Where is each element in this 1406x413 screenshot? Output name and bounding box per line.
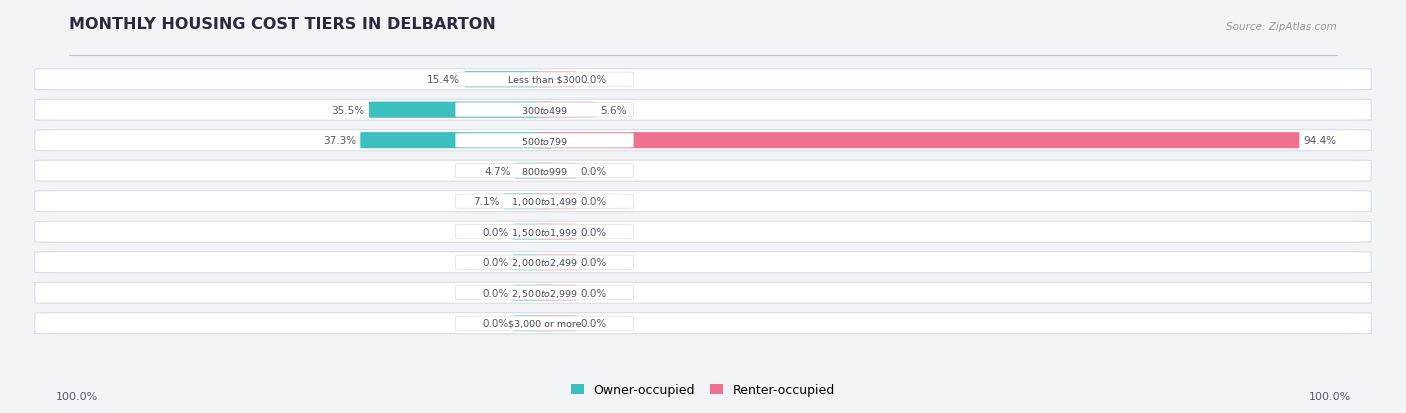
FancyBboxPatch shape [368,102,551,119]
FancyBboxPatch shape [537,254,576,271]
Text: MONTHLY HOUSING COST TIERS IN DELBARTON: MONTHLY HOUSING COST TIERS IN DELBARTON [69,17,496,32]
FancyBboxPatch shape [537,163,576,179]
Text: 0.0%: 0.0% [581,197,606,206]
Text: 37.3%: 37.3% [323,136,356,146]
Text: 7.1%: 7.1% [474,197,499,206]
Text: 0.0%: 0.0% [581,166,606,176]
FancyBboxPatch shape [35,100,1371,121]
FancyBboxPatch shape [513,254,551,271]
Text: 4.7%: 4.7% [485,166,512,176]
Text: Less than $300: Less than $300 [508,76,581,85]
Text: 100.0%: 100.0% [55,391,97,401]
Text: 0.0%: 0.0% [581,75,606,85]
FancyBboxPatch shape [456,256,634,270]
Text: 94.4%: 94.4% [1303,136,1337,146]
FancyBboxPatch shape [513,285,551,301]
Text: 0.0%: 0.0% [581,258,606,268]
Text: 0.0%: 0.0% [581,318,606,328]
FancyBboxPatch shape [503,194,551,210]
Legend: Owner-occupied, Renter-occupied: Owner-occupied, Renter-occupied [571,383,835,396]
FancyBboxPatch shape [513,316,551,332]
Text: 0.0%: 0.0% [482,227,509,237]
FancyBboxPatch shape [35,69,1371,90]
Text: 100.0%: 100.0% [1309,391,1351,401]
Text: $300 to $499: $300 to $499 [522,105,568,116]
FancyBboxPatch shape [537,133,1299,149]
FancyBboxPatch shape [537,224,576,240]
FancyBboxPatch shape [35,191,1371,212]
FancyBboxPatch shape [35,252,1371,273]
FancyBboxPatch shape [360,133,551,149]
FancyBboxPatch shape [456,225,634,239]
Text: 5.6%: 5.6% [600,105,627,115]
Text: 0.0%: 0.0% [482,288,509,298]
FancyBboxPatch shape [516,163,551,179]
Text: 0.0%: 0.0% [581,227,606,237]
FancyBboxPatch shape [456,73,634,87]
FancyBboxPatch shape [35,161,1371,182]
FancyBboxPatch shape [35,313,1371,334]
Text: $1,500 to $1,999: $1,500 to $1,999 [510,226,578,238]
Text: Source: ZipAtlas.com: Source: ZipAtlas.com [1226,22,1337,32]
FancyBboxPatch shape [537,194,576,210]
Text: 35.5%: 35.5% [332,105,364,115]
FancyBboxPatch shape [537,316,576,332]
Text: 0.0%: 0.0% [482,258,509,268]
Text: 0.0%: 0.0% [581,288,606,298]
FancyBboxPatch shape [537,285,576,301]
FancyBboxPatch shape [456,103,634,118]
Text: 15.4%: 15.4% [427,75,460,85]
FancyBboxPatch shape [456,286,634,300]
Text: $2,500 to $2,999: $2,500 to $2,999 [510,287,578,299]
FancyBboxPatch shape [464,72,551,88]
Text: $2,000 to $2,499: $2,000 to $2,499 [510,256,578,268]
FancyBboxPatch shape [537,102,596,119]
FancyBboxPatch shape [456,134,634,148]
Text: $1,000 to $1,499: $1,000 to $1,499 [510,196,578,208]
FancyBboxPatch shape [35,282,1371,304]
FancyBboxPatch shape [35,222,1371,243]
FancyBboxPatch shape [35,131,1371,151]
FancyBboxPatch shape [537,72,576,88]
Text: $3,000 or more: $3,000 or more [508,319,581,328]
FancyBboxPatch shape [456,164,634,178]
Text: $800 to $999: $800 to $999 [522,166,568,177]
FancyBboxPatch shape [456,316,634,330]
Text: 0.0%: 0.0% [482,318,509,328]
FancyBboxPatch shape [513,224,551,240]
Text: $500 to $799: $500 to $799 [522,135,568,146]
FancyBboxPatch shape [456,195,634,209]
